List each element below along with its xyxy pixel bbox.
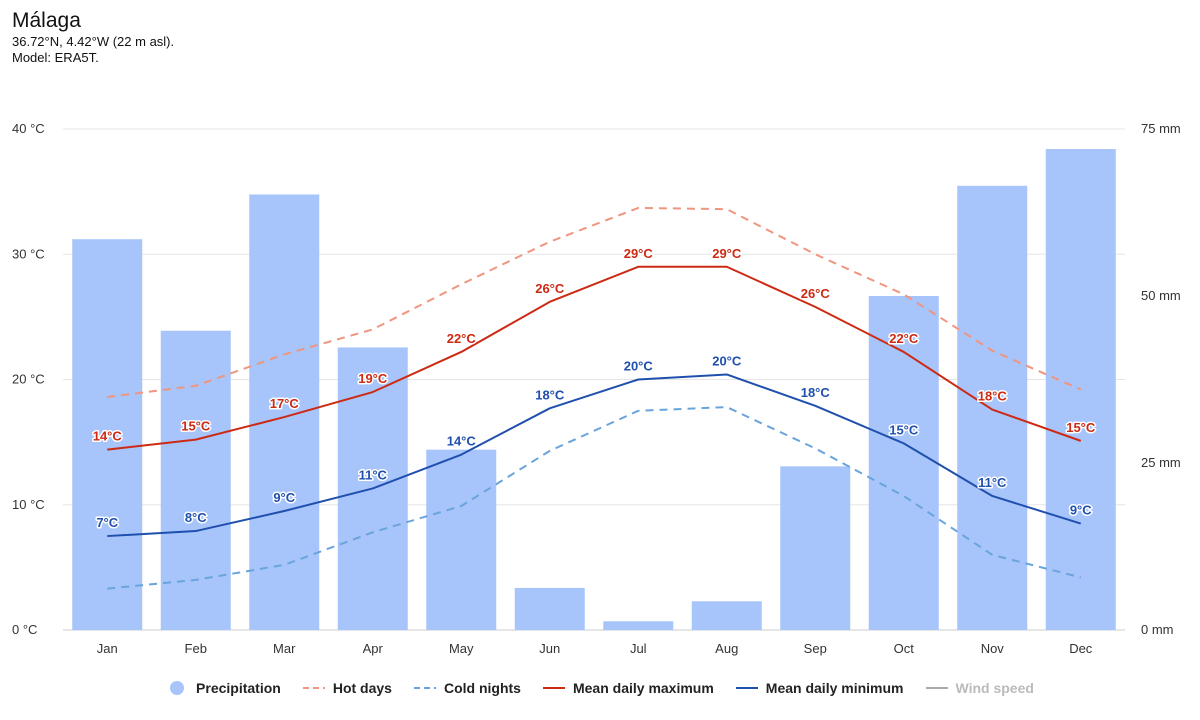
x-axis-tick-label: Oct [894,641,915,656]
mean-max-data-label: 22°C [889,331,919,346]
y-axis-left-tick-label: 10 °C [12,497,45,512]
mean-max-data-label: 29°C [624,246,654,261]
x-axis-tick-label: Jul [630,641,647,656]
mean-max-data-label: 19°C [358,371,388,386]
legend-label-wind-speed: Wind speed [955,680,1034,696]
hot-days-dashed-line-icon [302,681,325,695]
precipitation-bar [780,466,851,630]
mean-min-data-label: 20°C [712,353,742,368]
precipitation-bar [72,239,143,630]
precipitation-bar [249,194,320,631]
mean-max-line-icon [542,681,565,695]
legend-item-mean-min[interactable]: Mean daily minimum [735,680,904,696]
x-axis-tick-label: Apr [363,641,384,656]
climate-chart: 0 °C 10 °C 20 °C 30 °C 40 °C 0 mm 25 mm 50 mm 75… [12,121,1181,656]
y-axis-right-tick-label: 25 mm [1141,455,1181,470]
mean-min-data-label: 8°C [185,510,207,525]
precipitation-bar [957,185,1028,630]
chart-model: Model: ERA5T. [12,50,99,65]
precipitation-swatch-icon [166,681,188,695]
mean-max-data-label: 22°C [447,331,477,346]
legend-item-mean-max[interactable]: Mean daily maximum [542,680,714,696]
mean-min-data-label: 9°C [273,490,295,505]
y-axis-left-tick-label: 30 °C [12,246,45,261]
precipitation-bar [691,601,762,630]
mean-min-data-label: 15°C [889,422,919,437]
mean-max-data-label: 18°C [978,389,1008,404]
mean-max-data-label: 26°C [535,281,565,296]
legend-item-hot-days[interactable]: Hot days [302,680,392,696]
cold-nights-dashed-line-icon [413,681,436,695]
chart-legend: Precipitation Hot days Cold nights Mean … [0,676,1200,700]
x-axis-tick-label: Jun [539,641,560,656]
mean-min-line-icon [735,681,758,695]
y-axis-right-tick-label: 50 mm [1141,288,1181,303]
mean-max-data-label: 17°C [270,396,300,411]
mean-min-data-label: 7°C [96,515,118,530]
precipitation-bar [514,587,585,630]
x-axis-tick-label: May [449,641,474,656]
precipitation-bar [160,330,231,630]
mean-max-data-label: 26°C [801,286,831,301]
x-axis-tick-label: Feb [185,641,207,656]
precipitation-bar [426,449,497,630]
legend-item-precipitation[interactable]: Precipitation [166,680,281,696]
y-axis-left-tick-label: 0 °C [12,622,37,637]
legend-label-mean-max: Mean daily maximum [572,680,714,696]
x-axis-tick-label: Sep [804,641,827,656]
mean-min-data-label: 18°C [801,385,831,400]
x-axis-tick-label: Mar [273,641,296,656]
legend-item-wind-speed[interactable]: Wind speed [925,680,1034,696]
legend-label-hot-days: Hot days [332,680,392,696]
hot-days-line [107,206,1082,399]
precipitation-bar [603,621,674,630]
y-axis-right-tick-label: 75 mm [1141,121,1181,136]
precipitation-bar [868,296,939,630]
legend-item-cold-nights[interactable]: Cold nights [413,680,521,696]
y-axis-left-tick-label: 40 °C [12,121,45,136]
mean-min-data-label: 11°C [978,475,1007,490]
mean-min-data-label: 18°C [535,387,565,402]
y-axis-right-tick-label: 0 mm [1141,622,1174,637]
precipitation-bar [1045,149,1116,631]
mean-max-line [107,265,1082,451]
mean-min-data-label: 14°C [447,434,477,449]
x-axis-tick-label: Jan [97,641,118,656]
legend-label-cold-nights: Cold nights [443,680,521,696]
mean-max-data-label: 15°C [1066,420,1096,435]
mean-min-data-label: 9°C [1070,503,1092,518]
mean-max-data-label: 15°C [181,419,211,434]
legend-label-precipitation: Precipitation [196,680,281,696]
mean-min-line [107,373,1082,538]
mean-min-data-label: 11°C [359,467,388,482]
mean-max-data-label: 29°C [712,246,742,261]
wind-speed-line-icon [925,681,948,695]
mean-min-data-label: 20°C [624,359,654,374]
chart-header: Málaga 36.72°N, 4.42°W (22 m asl). Model… [12,8,174,66]
x-axis-tick-label: Nov [981,641,1005,656]
y-axis-left-tick-label: 20 °C [12,372,45,387]
x-axis-tick-label: Dec [1069,641,1093,656]
chart-coordinates: 36.72°N, 4.42°W (22 m asl). [12,34,175,49]
x-axis-tick-label: Aug [715,641,738,656]
legend-label-mean-min: Mean daily minimum [765,680,904,696]
cold-nights-line [107,406,1081,590]
mean-max-data-label: 14°C [93,429,123,444]
chart-title: Málaga [12,9,81,32]
